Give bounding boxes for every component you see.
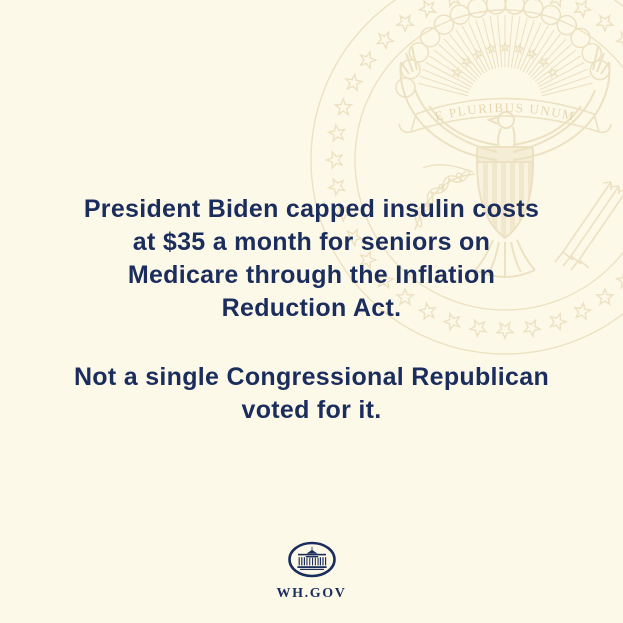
seal-motto-text: E PLURIBUS UNUM — [433, 100, 577, 124]
statement-block: President Biden capped insulin costs at … — [0, 193, 623, 427]
statement-paragraph-1: President Biden capped insulin costs at … — [0, 193, 623, 325]
statement-line: Medicare through the Inflation — [127, 261, 496, 289]
seal-eagle-wings-icon — [399, 46, 611, 161]
footer: WH.GOV — [0, 540, 623, 602]
seal-glory-clouds-icon — [395, 0, 611, 98]
statement-paragraph-2: Not a single Congressional Republican vo… — [0, 361, 623, 427]
statement-line: Reduction Act. — [221, 294, 402, 322]
statement-line: voted for it. — [241, 396, 382, 424]
seal-eagle-head-icon — [486, 111, 516, 148]
seal-motto-banner — [398, 97, 612, 134]
statement-line: President Biden capped insulin costs — [83, 195, 540, 223]
statement-line: at $35 a month for seniors on — [132, 228, 491, 256]
wh-gov-wordmark: WH.GOV — [276, 586, 347, 601]
seal-glory-rays-icon — [417, 15, 593, 97]
white-house-logo-icon — [287, 541, 336, 578]
statement-line: Not a single Congressional Republican — [73, 363, 550, 391]
seal-glory-stars-icon — [451, 40, 559, 79]
